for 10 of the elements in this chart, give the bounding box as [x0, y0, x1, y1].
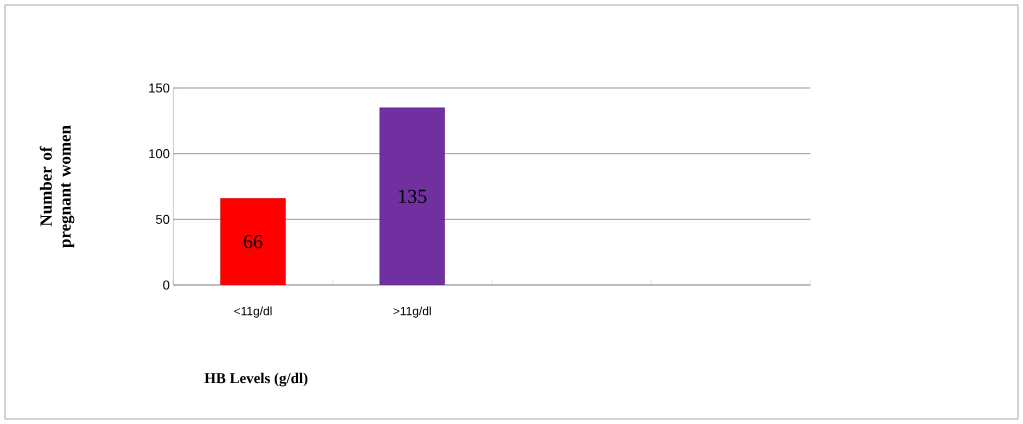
x-axis-title: HB Levels (g/dl): [204, 372, 308, 387]
y-tick-label: 150: [149, 83, 170, 93]
x-tick-label: <11g/dl: [234, 306, 272, 318]
data-label: 135: [399, 189, 427, 204]
y-tick-label: 50: [155, 214, 170, 224]
y-tick-label: 100: [149, 149, 170, 159]
x-tick-label: >11g/dl: [393, 306, 431, 318]
y-tick-label: 0: [163, 280, 170, 290]
data-label: 66: [243, 234, 263, 249]
y-axis-title: Number of pregnant women: [39, 125, 75, 248]
